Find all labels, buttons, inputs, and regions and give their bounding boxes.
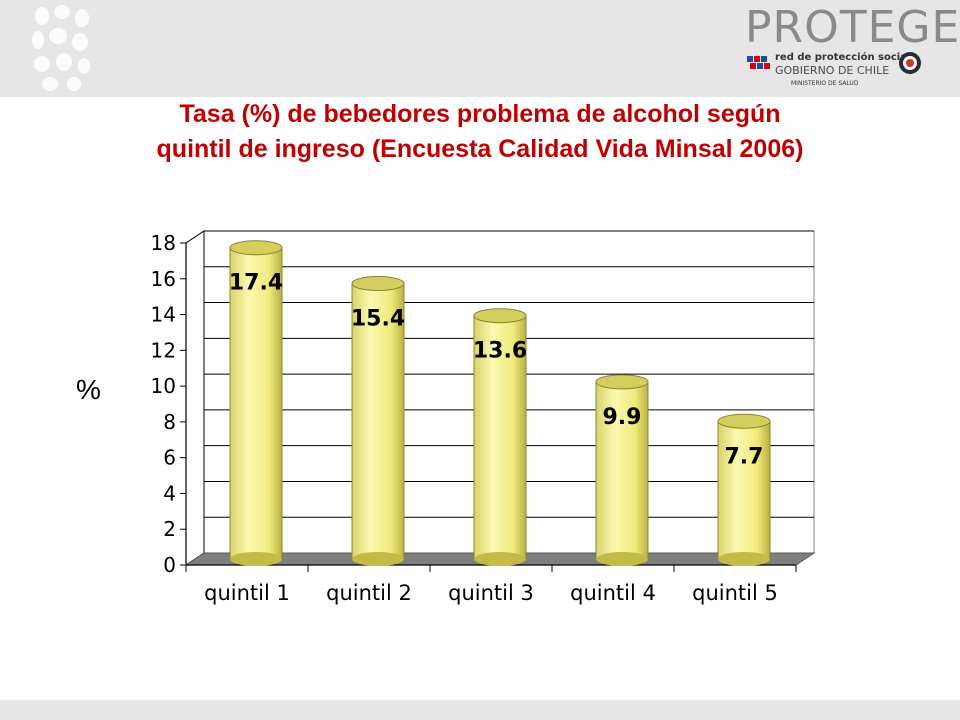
bar-layer [229, 240, 771, 566]
y-tick-label: 4 [163, 481, 176, 505]
data-label: 7.7 [725, 444, 764, 469]
flag-icon [747, 56, 770, 69]
bar [352, 283, 404, 559]
y-tick-label: 18 [151, 231, 176, 255]
data-label: 9.9 [603, 405, 642, 430]
plot-side-wall [185, 230, 205, 566]
bar-base [230, 552, 282, 566]
bar-base [718, 552, 770, 566]
bar [596, 381, 648, 559]
bar-top [473, 308, 527, 324]
bar-base [596, 552, 648, 566]
bar-top [351, 276, 405, 292]
x-tick-label: quintil 3 [448, 581, 534, 605]
brand-name: PROTEGE [745, 2, 960, 53]
y-tick-label: 0 [163, 553, 176, 577]
brand-line-2: GOBIERNO DE CHILE [775, 64, 890, 77]
y-tick-label: 8 [163, 410, 176, 434]
chart-title-line-2: quintil de ingreso (Encuesta Calidad Vid… [156, 135, 804, 163]
x-tick-label: quintil 4 [570, 581, 656, 605]
data-label: 17.4 [229, 271, 283, 296]
bar [718, 421, 770, 559]
header-band [0, 0, 960, 97]
data-label: 15.4 [351, 307, 405, 332]
brand-block: PROTEGE red de protección social GOBIERN… [745, 2, 959, 97]
bar-top [717, 413, 771, 429]
y-tick-label: 10 [151, 374, 176, 398]
x-tick-label: quintil 5 [692, 581, 778, 605]
y-axis-label: % [76, 374, 101, 405]
decorative-logo-icon [32, 5, 90, 91]
y-tick-label: 16 [151, 267, 176, 291]
brand-line-3: MINISTERIO DE SALUD [791, 80, 859, 87]
chart-title-line-1: Tasa (%) de bebedores problema de alcoho… [179, 100, 781, 128]
chart-title: Tasa (%) de bebedores problema de alcoho… [30, 97, 930, 167]
bar-top [595, 374, 649, 390]
y-tick-label: 2 [163, 517, 176, 541]
bar [230, 247, 282, 559]
y-tick-label: 12 [151, 338, 176, 362]
x-tick-label: quintil 2 [326, 581, 412, 605]
bar [474, 315, 526, 559]
label-layer: 0 2 4 6 8 10 12 14 16 18 17.4 quintil 1 15.4 quintil … [151, 231, 778, 605]
data-label: 13.6 [473, 339, 527, 364]
y-tick-label: 6 [163, 446, 176, 470]
ministry-seal-icon [899, 52, 921, 74]
brand-line-1: red de protección social [775, 52, 911, 63]
footer-band [0, 700, 960, 720]
y-tick-label: 14 [151, 303, 176, 327]
x-tick-label: quintil 1 [204, 581, 290, 605]
bar-base [352, 552, 404, 566]
bar-top [229, 240, 283, 256]
bar-base [474, 552, 526, 566]
